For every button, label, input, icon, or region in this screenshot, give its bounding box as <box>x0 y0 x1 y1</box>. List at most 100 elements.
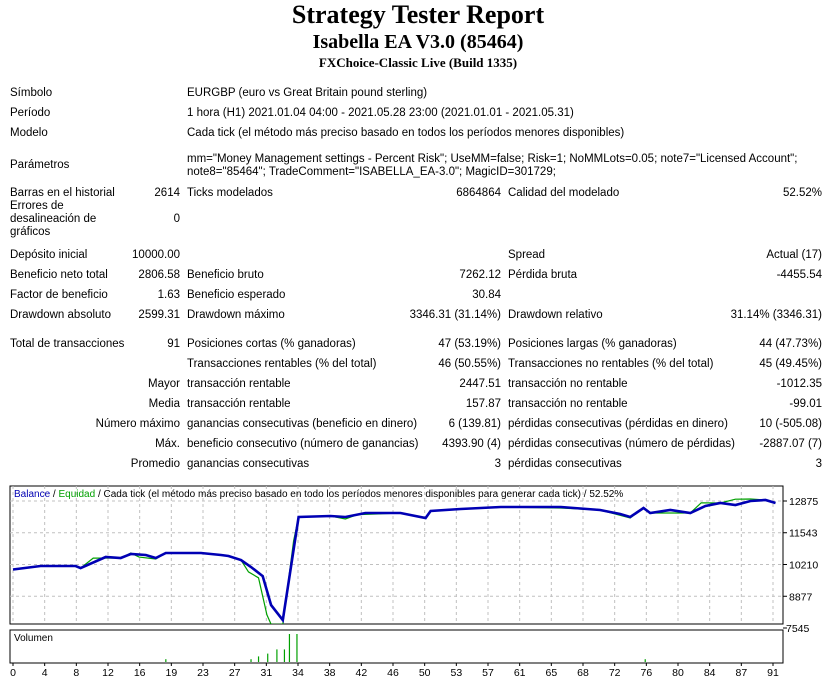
plot-frame <box>9 485 784 625</box>
stat-label: Factor de beneficio <box>10 289 108 301</box>
stats-cell: ganancias consecutivas (beneficio en din… <box>187 418 501 430</box>
x-tick-label: 91 <box>767 667 779 679</box>
stat-label: Pérdida bruta <box>508 269 578 281</box>
server-build: FXChoice-Classic Live (Build 1335) <box>318 55 518 70</box>
stat-label: Drawdown máximo <box>187 309 285 321</box>
stat-label: Depósito inicial <box>10 249 88 261</box>
y-tick-label: 11543 <box>789 528 818 540</box>
x-tick-label: 80 <box>672 667 684 679</box>
stat-label: Calidad del modelado <box>508 187 620 199</box>
stat-label: transacción rentable <box>187 378 291 390</box>
stat-label: Número máximo <box>95 418 180 430</box>
x-tick-label: 0 <box>10 667 16 679</box>
stat-value: 4393.90 (4) <box>442 438 501 450</box>
model-label: Modelo <box>10 127 48 139</box>
legend-description: / Cada tick (el método más preciso basad… <box>95 489 623 500</box>
stat-value: 157.87 <box>465 398 501 410</box>
x-tick-label: 42 <box>355 667 367 679</box>
stats-cell: Beneficio neto total 2806.58 <box>10 269 180 281</box>
stat-label: Drawdown relativo <box>508 309 603 321</box>
stat-value: 2599.31 <box>138 309 180 321</box>
stat-label: Total de transacciones <box>10 338 125 350</box>
x-tick-label: 16 <box>134 667 146 679</box>
stats-cell: Drawdown absoluto 2599.31 <box>10 309 180 321</box>
params-line-2: note8="85464"; TradeComment="ISABELLA_EA… <box>187 166 556 178</box>
period-value: 1 hora (H1) 2021.01.04 04:00 - 2021.05.2… <box>187 106 574 119</box>
stat-label: transacción rentable <box>187 398 291 410</box>
stat-label: Drawdown absoluto <box>10 309 112 321</box>
volume-frame <box>9 629 784 664</box>
stat-value: 30.84 <box>472 289 501 301</box>
stat-label: Barras en el historial <box>10 187 115 199</box>
stats-cell: Posiciones cortas (% ganadoras) 47 (53.19… <box>187 338 501 350</box>
x-tick-label: 84 <box>704 667 716 679</box>
stats-cell: Total de transacciones 91 <box>10 338 180 350</box>
stat-value: 91 <box>167 338 180 350</box>
x-tick-label: 46 <box>387 667 399 679</box>
stat-value: 10000.00 <box>132 249 180 261</box>
balance-line <box>12 498 776 624</box>
stat-value: -1012.35 <box>776 378 822 390</box>
stat-label: Promedio <box>130 458 180 470</box>
legend-sep: / <box>50 489 58 500</box>
stat-value: -4455.54 <box>776 269 822 281</box>
stats-row: Errores de desalineación de gráficos 0 <box>0 200 836 238</box>
x-tick-label: 57 <box>482 667 494 679</box>
stats-cell: Ticks modelados 6864864 <box>187 187 501 199</box>
stat-label: ganancias consecutivas <box>187 458 310 470</box>
stats-cell: Drawdown máximo 3346.31 (31.14%) <box>187 309 501 321</box>
stat-value: -2887.07 (7) <box>759 438 822 450</box>
stats-cell: Pérdida bruta -4455.54 <box>508 269 822 281</box>
x-tick-label: 50 <box>419 667 431 679</box>
stat-label: ganancias consecutivas (beneficio en din… <box>187 418 418 430</box>
stats-cell: pérdidas consecutivas (número de pérdida… <box>508 438 822 450</box>
stats-cell: beneficio consecutivo (número de gananci… <box>187 438 501 450</box>
stats-cell: Mayor <box>10 378 180 390</box>
legend-equity: Equidad <box>58 489 95 500</box>
stats-cell: pérdidas consecutivas (pérdidas en diner… <box>508 418 822 430</box>
params-label: Parámetros <box>10 159 70 171</box>
stats-cell: Máx. <box>10 438 180 450</box>
x-tick-label: 8 <box>73 667 79 679</box>
stat-label: pérdidas consecutivas (número de pérdida… <box>508 438 735 450</box>
x-tick-label: 76 <box>640 667 652 679</box>
x-tick-label: 31 <box>260 667 272 679</box>
x-tick-label: 68 <box>577 667 589 679</box>
y-tick-label: 8877 <box>789 591 813 603</box>
stat-label: Máx. <box>155 438 180 450</box>
stat-label: Transacciones rentables (% del total) <box>187 358 377 370</box>
stat-label: Posiciones largas (% ganadoras) <box>508 338 677 350</box>
report-title: Strategy Tester Report <box>291 0 545 29</box>
stats-cell: Errores de desalineación de gráficos 0 <box>10 200 180 239</box>
x-tick-label: 87 <box>735 667 747 679</box>
stat-value: 6864864 <box>456 187 501 199</box>
stat-label: Errores de desalineación de gráficos <box>10 199 97 238</box>
stats-cell: ganancias consecutivas 3 <box>187 458 501 470</box>
x-tick-label: 65 <box>545 667 557 679</box>
x-tick-label: 12 <box>102 667 114 679</box>
stat-label: Beneficio neto total <box>10 269 108 281</box>
stats-cell: transacción no rentable -1012.35 <box>508 378 822 390</box>
stat-value: Actual (17) <box>766 249 822 261</box>
stat-label: pérdidas consecutivas <box>508 458 622 470</box>
x-tick-label: 38 <box>324 667 336 679</box>
stat-value: 7262.12 <box>459 269 501 281</box>
stat-label: beneficio consecutivo (número de gananci… <box>187 438 419 450</box>
stats-cell: pérdidas consecutivas 3 <box>508 458 822 470</box>
volume-label: Volumen <box>14 633 53 644</box>
stat-value: 3 <box>494 458 501 470</box>
stats-cell: Beneficio esperado 30.84 <box>187 289 501 301</box>
y-tick-label: 7545 <box>786 623 810 635</box>
x-tick-label: 34 <box>292 667 304 679</box>
symbol-label: Símbolo <box>10 87 53 99</box>
x-tick-label: 19 <box>165 667 177 679</box>
stat-label: Ticks modelados <box>187 187 273 199</box>
x-tick-label: 72 <box>609 667 621 679</box>
model-value: Cada tick (el método más preciso basado … <box>187 126 625 139</box>
period-label: Período <box>10 107 51 119</box>
stat-value: 3 <box>815 458 822 470</box>
stats-cell: Promedio <box>10 458 180 470</box>
stat-label: Beneficio esperado <box>187 289 286 301</box>
params-row: Parámetros mm="Money Management settings… <box>0 153 836 179</box>
stats-cell: Posiciones largas (% ganadoras) 44 (47.73… <box>508 338 822 350</box>
